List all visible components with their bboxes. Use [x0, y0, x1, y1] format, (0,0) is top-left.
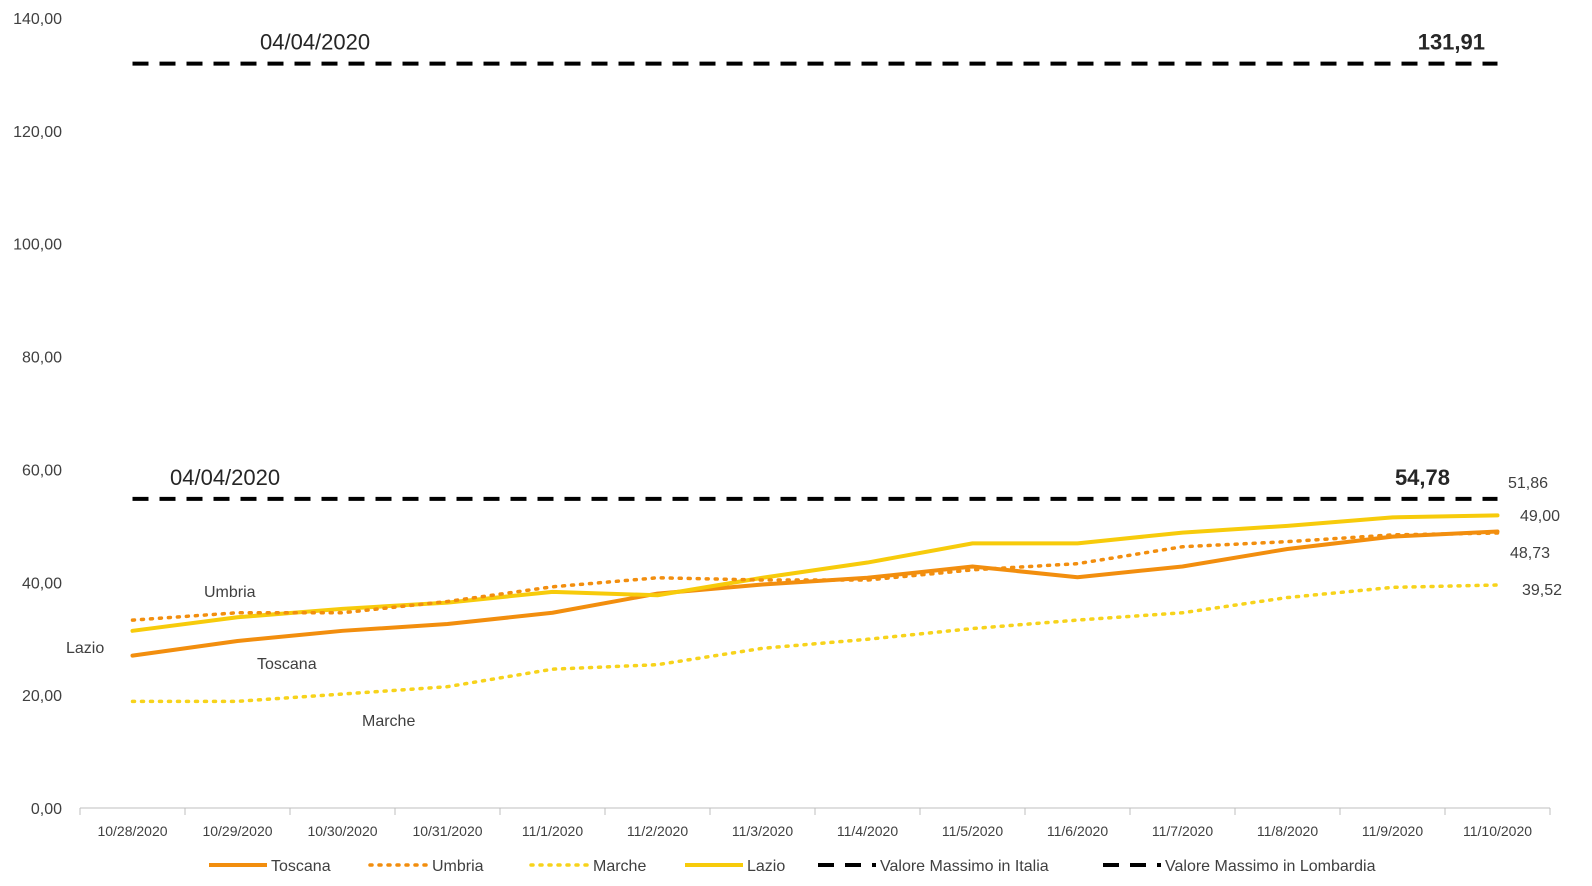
y-tick-label: 60,00	[22, 462, 62, 479]
series-line-lazio	[130, 513, 1500, 633]
x-axis: 10/28/2020 10/29/2020 10/30/2020 10/31/2020…	[79, 807, 1551, 839]
y-tick-label: 80,00	[22, 350, 62, 367]
x-tick-label: 11/3/2020	[732, 823, 793, 839]
y-tick-label: 20,00	[22, 688, 62, 705]
series-name-label: Marche	[362, 713, 415, 730]
legend-label: Lazio	[747, 858, 785, 875]
reference-date-label: 04/04/2020	[170, 465, 280, 490]
series-lines	[130, 513, 1500, 704]
series-name-label: Lazio	[66, 640, 104, 657]
x-tick-label: 11/9/2020	[1362, 823, 1423, 839]
x-tick-label: 10/29/2020	[202, 823, 272, 839]
series-line-toscana	[130, 529, 1500, 658]
series-end-value-label: 48,73	[1510, 545, 1550, 562]
reference-value-label: 131,91	[1418, 30, 1485, 55]
y-tick-label: 140,00	[13, 11, 62, 28]
y-tick-label: 120,00	[13, 124, 62, 141]
x-tick-label: 10/30/2020	[307, 823, 377, 839]
y-tick-label: 0,00	[31, 801, 62, 818]
legend-label: Marche	[593, 858, 646, 875]
y-tick-label: 100,00	[13, 237, 62, 254]
reference-lines: 04/04/2020 131,91 04/04/2020 54,78	[132, 30, 1498, 501]
reference-date-label: 04/04/2020	[260, 30, 370, 55]
x-tick-label: 11/10/2020	[1463, 823, 1532, 839]
y-axis: 0,00 20,00 40,00 60,00 80,00 100,00 120,00 140,…	[13, 11, 62, 818]
reference-value-label: 54,78	[1395, 465, 1450, 490]
x-tick-label: 11/8/2020	[1257, 823, 1318, 839]
x-tick-label: 11/7/2020	[1152, 823, 1213, 839]
series-name-label: Umbria	[204, 584, 256, 601]
series-end-value-label: 39,52	[1522, 582, 1562, 599]
series-name-label: Toscana	[257, 656, 317, 673]
x-tick-label: 11/6/2020	[1047, 823, 1108, 839]
x-tick-label: 10/31/2020	[412, 823, 482, 839]
legend-label: Umbria	[432, 858, 484, 875]
x-tick-label: 10/28/2020	[97, 823, 167, 839]
series-line-marche	[130, 583, 1500, 704]
series-end-value-label: 51,86	[1508, 475, 1548, 492]
legend-label: Valore Massimo in Italia	[880, 858, 1049, 875]
legend-label: Valore Massimo in Lombardia	[1165, 858, 1376, 875]
legend: Toscana Umbria Marche Lazio Valore Massimo i…	[209, 858, 1376, 875]
x-tick-label: 11/2/2020	[627, 823, 688, 839]
y-tick-label: 40,00	[22, 575, 62, 592]
x-tick-label: 11/1/2020	[522, 823, 583, 839]
series-labels: Toscana 49,00 Umbria 48,73 Marche 39,52 Lazio 5…	[66, 475, 1562, 730]
series-end-value-label: 49,00	[1520, 508, 1560, 525]
series-line-umbria	[130, 531, 1500, 622]
x-tick-label: 11/5/2020	[942, 823, 1003, 839]
x-tick-label: 11/4/2020	[837, 823, 898, 839]
legend-label: Toscana	[271, 858, 331, 875]
